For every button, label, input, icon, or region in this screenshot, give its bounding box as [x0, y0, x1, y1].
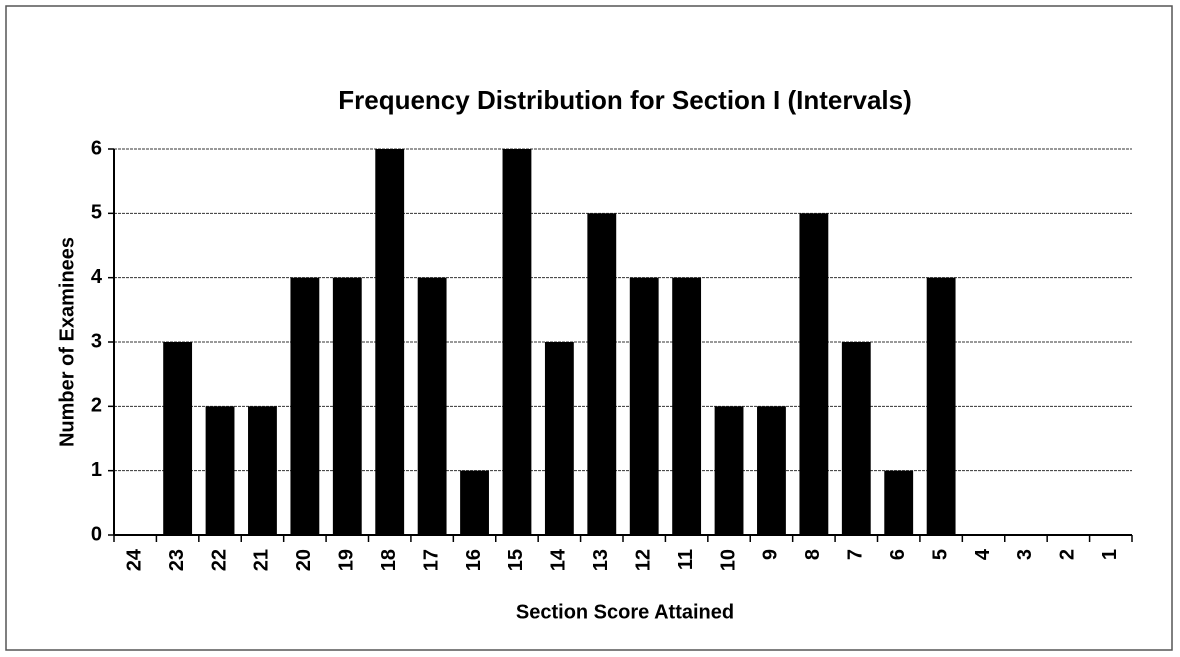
bar [629, 277, 659, 535]
x-tick-label: 10 [717, 549, 739, 571]
x-tick-label: 24 [123, 548, 145, 571]
bar [926, 277, 956, 535]
bar [375, 149, 405, 535]
x-tick-label: 22 [208, 549, 230, 571]
bar [290, 277, 320, 535]
bar [205, 406, 235, 535]
x-tick-label: 14 [548, 548, 570, 571]
bar [544, 342, 574, 535]
x-tick-label: 7 [845, 549, 867, 560]
x-tick-label: 2 [1057, 549, 1079, 560]
y-tick-label: 6 [91, 137, 102, 159]
bar [714, 406, 744, 535]
x-tick-label: 23 [166, 549, 188, 571]
bar [163, 342, 193, 535]
bar [757, 406, 786, 535]
x-tick-label: 20 [293, 549, 315, 571]
y-tick-label: 1 [91, 459, 102, 481]
x-tick-label: 18 [378, 549, 400, 571]
y-axis-label: Number of Examinees [56, 237, 78, 447]
bar [248, 406, 277, 535]
x-tick-label: 4 [972, 548, 994, 560]
y-tick-label: 0 [91, 523, 102, 545]
y-tick-label: 2 [91, 395, 102, 417]
chart-frame [5, 5, 1173, 651]
bar [672, 277, 702, 535]
x-tick-label: 17 [420, 549, 442, 571]
bar [587, 213, 617, 536]
x-tick-label: 16 [463, 549, 485, 571]
bar [332, 277, 362, 535]
x-tick-label: 12 [632, 549, 654, 571]
x-tick-label: 13 [590, 549, 612, 571]
bar [841, 342, 871, 535]
y-tick-label: 5 [91, 202, 102, 224]
x-axis-label: Section Score Attained [516, 601, 734, 623]
x-tick-label: 6 [887, 549, 909, 560]
y-tick-label: 4 [91, 266, 103, 288]
x-tick-label: 15 [505, 549, 527, 571]
bar [799, 213, 829, 536]
bar [417, 277, 447, 535]
x-tick-label: 19 [336, 549, 358, 571]
x-tick-label: 11 [675, 549, 697, 570]
bar [502, 149, 532, 535]
x-tick-label: 8 [802, 549, 824, 560]
x-tick-label: 9 [760, 549, 782, 560]
x-tick-label: 21 [251, 549, 273, 571]
x-tick-label: 1 [1099, 549, 1121, 560]
x-tick-label: 5 [929, 549, 951, 560]
x-tick-label: 3 [1014, 549, 1036, 560]
chart-title: Frequency Distribution for Section I (In… [338, 85, 912, 115]
y-tick-label: 3 [91, 330, 102, 352]
bar [460, 470, 489, 535]
bar [884, 470, 914, 535]
